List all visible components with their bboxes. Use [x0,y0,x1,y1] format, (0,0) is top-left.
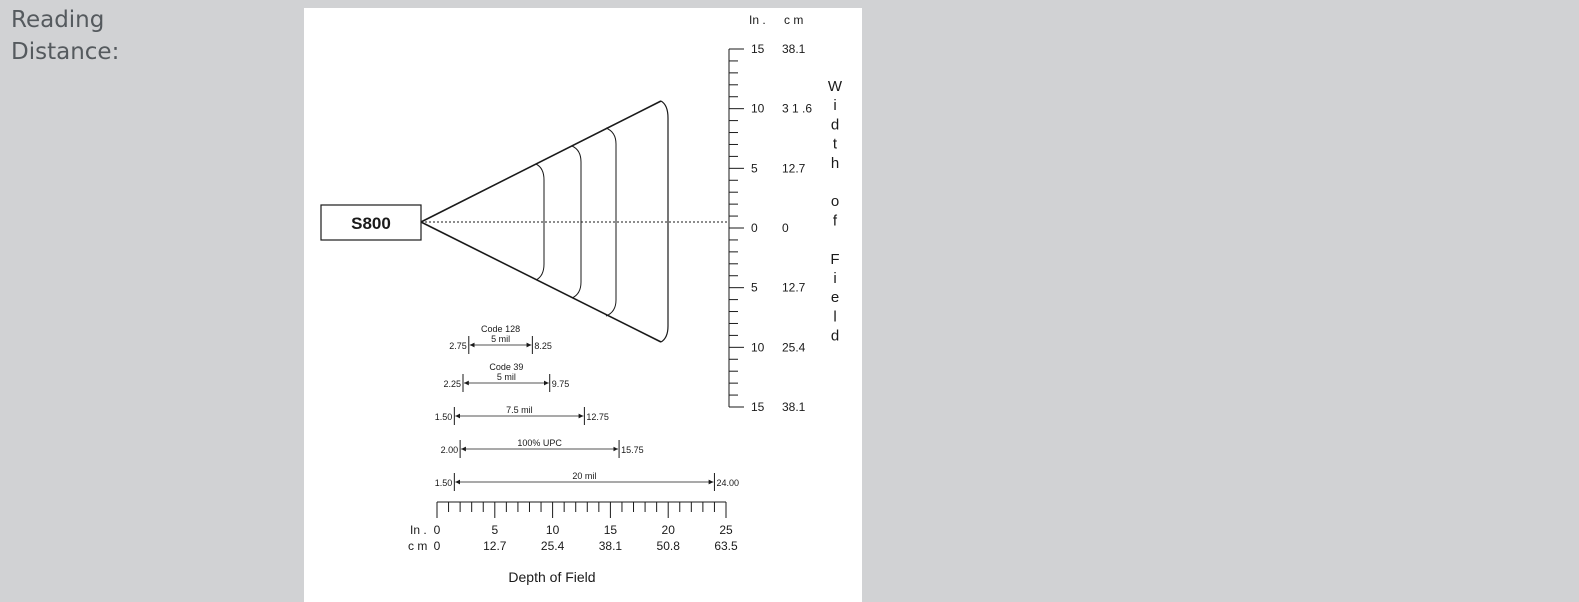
depth-label-in: 0 [434,523,441,537]
range-min-label: 2.25 [443,379,461,389]
read-zone-arc-3 [605,127,617,317]
depth-label-cm: 25.4 [541,539,565,553]
depth-units-in: In . [410,523,427,537]
width-title-letter: f [833,212,838,229]
depth-units-cm: c m [408,539,427,553]
width-title-letter: o [831,193,839,210]
width-label-in: 15 [751,400,765,414]
width-label-in: 5 [751,281,758,295]
depth-label-in: 10 [546,523,560,537]
cone-lower-edge [420,221,662,343]
diagram-svg: S800 In . c m 15 38.1 10 3 1 .6 5 12.7 0 0 5 12.7… [320,13,843,585]
cone-upper-edge [420,100,662,223]
range-name-label: 7.5 mil [506,405,533,415]
range-min-label: 1.50 [435,478,453,488]
depth-label-cm: 12.7 [483,539,507,553]
depth-label-cm: 63.5 [714,539,738,553]
width-title-letter: t [833,136,838,153]
depth-axis-title: Depth of Field [508,569,595,585]
width-title-letter: e [831,289,839,306]
range-row: 2.00 15.75 100% UPC [441,438,644,458]
range-min-label: 2.75 [449,341,467,351]
depth-label-in: 25 [719,523,733,537]
range-name-label: 5 mil [497,372,516,382]
width-label-cm: 12.7 [782,161,806,175]
width-label-cm: 25.4 [782,340,806,354]
width-label-cm: 12.7 [782,281,806,295]
width-title-letter: l [833,308,836,325]
range-name-label: 5 mil [491,334,510,344]
depth-label-cm: 0 [434,539,441,553]
width-label-in: 5 [751,161,758,175]
width-title-letter: d [831,328,839,345]
reading-distance-label: Reading Distance: [11,4,119,68]
width-title-letter: i [833,97,836,114]
width-label-in: 10 [751,340,765,354]
width-title-letter: d [831,116,839,133]
width-title-letter: i [833,270,836,287]
label-line-1: Reading [11,7,105,33]
depth-label-in: 15 [604,523,618,537]
width-units-cm: c m [784,13,803,27]
range-title-label: Code 128 [481,324,520,334]
depth-label-in: 20 [662,523,676,537]
range-max-label: 24.00 [716,478,739,488]
range-title-label: Code 39 [489,362,523,372]
range-min-label: 1.50 [435,412,453,422]
width-title-letter: F [830,251,839,268]
width-scale-labels: 15 38.1 10 3 1 .6 5 12.7 0 0 5 12.7 10 25.4 15 38.1 [751,42,812,414]
range-row: 1.50 24.00 20 mil [435,471,739,491]
width-label-cm: 38.1 [782,42,806,56]
range-min-label: 2.00 [441,445,459,455]
range-row: 1.50 12.75 7.5 mil [435,405,609,425]
read-zone-arc-4 [660,100,669,343]
range-max-label: 12.75 [586,412,609,422]
range-max-label: 8.25 [534,341,552,351]
range-max-label: 15.75 [621,445,644,455]
width-title-letter: W [828,78,843,95]
depth-axis-labels: 0 5 10 15 20 25 0 12.7 25.4 38.1 50.8 63.5 [434,523,738,553]
width-label-cm: 3 1 .6 [782,102,812,116]
depth-label-cm: 38.1 [599,539,623,553]
range-name-label: 100% UPC [517,438,562,448]
device-label: S800 [351,214,391,233]
width-label-cm: 38.1 [782,400,806,414]
read-zone-arc-1 [535,163,545,281]
width-label-in: 15 [751,42,765,56]
device-box [320,204,422,241]
width-ruler-ticks [729,48,744,408]
label-line-2: Distance: [11,39,120,65]
width-label-cm: 0 [782,221,789,235]
reading-distance-diagram: S800 In . c m 15 38.1 10 3 1 .6 5 12.7 0 0 5 12.7… [304,8,862,602]
width-units-in: In . [749,13,766,27]
depth-label-in: 5 [491,523,498,537]
depth-label-cm: 50.8 [657,539,681,553]
depth-axis-ticks [436,502,727,518]
width-title-letter: h [831,155,839,172]
range-name-label: 20 mil [572,471,596,481]
range-max-label: 9.75 [552,379,570,389]
read-zone-arc-2 [571,145,582,299]
width-label-in: 10 [751,102,765,116]
width-label-in: 0 [751,221,758,235]
